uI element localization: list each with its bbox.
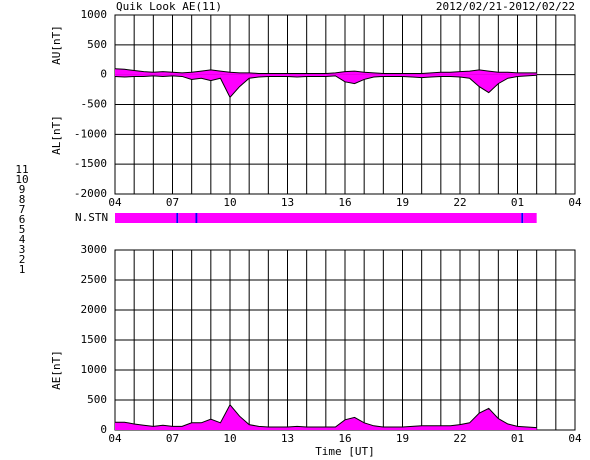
y-tick-label: -1500 [74, 157, 107, 170]
x-tick-label: 22 [453, 196, 466, 209]
x-tick-label: 04 [568, 196, 582, 209]
station-segment [115, 213, 177, 223]
x-tick-label: 01 [511, 196, 524, 209]
station-legend-label: 6 [19, 213, 26, 226]
area-outline [115, 403, 537, 429]
y-axis-label: AL[nT] [50, 115, 63, 155]
x-tick-label: 10 [223, 432, 236, 445]
date-range: 2012/02/21-2012/02/22 [436, 0, 575, 13]
x-tick-label: 04 [108, 432, 122, 445]
y-axis-label: AE[nT] [50, 350, 63, 390]
y-axis-label: AU[nT] [50, 25, 63, 65]
y-tick-label: -2000 [74, 187, 107, 200]
x-tick-label: 10 [223, 196, 236, 209]
x-tick-label: 01 [511, 432, 524, 445]
x-tick-label: 13 [281, 196, 294, 209]
area [115, 74, 537, 98]
x-tick-label: 19 [396, 432, 409, 445]
y-tick-label: 1500 [81, 333, 108, 346]
y-tick-label: -500 [81, 98, 108, 111]
station-legend-label: 11 [15, 163, 28, 176]
station-legend-label: 5 [19, 223, 26, 236]
station-label: N.STN [75, 211, 108, 224]
x-tick-label: 07 [166, 196, 179, 209]
x-tick-label: 16 [338, 196, 351, 209]
station-legend-label: 3 [19, 243, 26, 256]
station-segment [176, 213, 179, 223]
area [115, 404, 537, 430]
station-legend-label: 7 [19, 203, 26, 216]
x-tick-label: 04 [568, 432, 582, 445]
y-tick-label: 2000 [81, 303, 108, 316]
chart-title: Quik Look AE(11) [116, 0, 222, 13]
y-tick-label: 3000 [81, 243, 108, 256]
station-segment [197, 213, 522, 223]
y-tick-label: 500 [87, 38, 107, 51]
x-tick-label: 22 [453, 432, 466, 445]
x-tick-label: 04 [108, 196, 122, 209]
station-legend-label: 2 [19, 253, 26, 266]
x-tick-label: 07 [166, 432, 179, 445]
station-segment [523, 213, 537, 223]
y-tick-label: 500 [87, 393, 107, 406]
x-tick-label: 16 [338, 432, 351, 445]
y-tick-label: -1000 [74, 127, 107, 140]
x-axis-label: Time [UT] [315, 445, 375, 458]
y-tick-label: 2500 [81, 273, 108, 286]
x-tick-label: 13 [281, 432, 294, 445]
station-segment [521, 213, 524, 223]
station-segment [195, 213, 198, 223]
station-legend-label: 4 [19, 233, 26, 246]
y-tick-label: 1000 [81, 8, 108, 21]
station-segment [178, 213, 196, 223]
x-tick-label: 19 [396, 196, 409, 209]
y-tick-label: 0 [100, 68, 107, 81]
y-tick-label: 0 [100, 423, 107, 436]
area-outline [114, 68, 537, 74]
y-tick-label: 1000 [81, 363, 108, 376]
station-legend-label: 9 [19, 183, 26, 196]
station-legend-label: 10 [15, 173, 28, 186]
station-legend-label: 1 [19, 263, 26, 276]
area-outline [114, 74, 537, 99]
station-legend-label: 8 [19, 193, 26, 206]
